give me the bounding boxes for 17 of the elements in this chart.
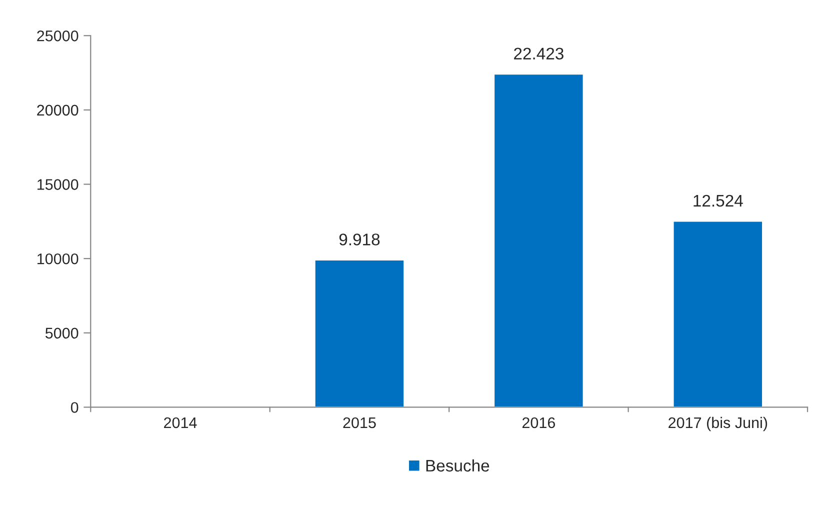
- bar: [672, 220, 764, 408]
- x-tick-label: 2015: [343, 417, 376, 428]
- x-tick-label: 2017 (bis Juni): [668, 416, 768, 432]
- x-tick-label: 2014: [164, 417, 197, 428]
- y-tick-label: 0: [70, 402, 78, 413]
- y-tick-label: 20000: [37, 104, 78, 116]
- data-label: 22.423: [514, 48, 564, 60]
- legend-label: Besuche: [426, 459, 490, 472]
- y-tick-label: 25000: [37, 30, 78, 42]
- data-label: 9.918: [339, 234, 380, 246]
- y-tick-label: 5000: [45, 328, 78, 339]
- bar: [493, 73, 584, 408]
- x-tick-label: 2016: [522, 417, 556, 428]
- data-label: 12.524: [694, 194, 743, 207]
- bar: [314, 259, 405, 408]
- y-tick-label: 10000: [38, 253, 78, 264]
- y-tick-label: 15000: [38, 179, 78, 190]
